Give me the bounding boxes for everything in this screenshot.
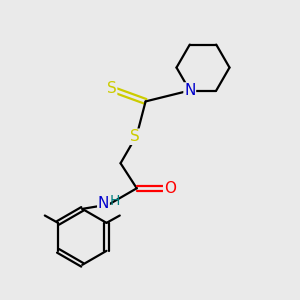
Text: S: S [107, 81, 117, 96]
Text: H: H [110, 194, 120, 208]
Text: O: O [164, 181, 176, 196]
Text: N: N [98, 196, 109, 211]
Text: S: S [130, 129, 140, 144]
Text: N: N [184, 83, 195, 98]
